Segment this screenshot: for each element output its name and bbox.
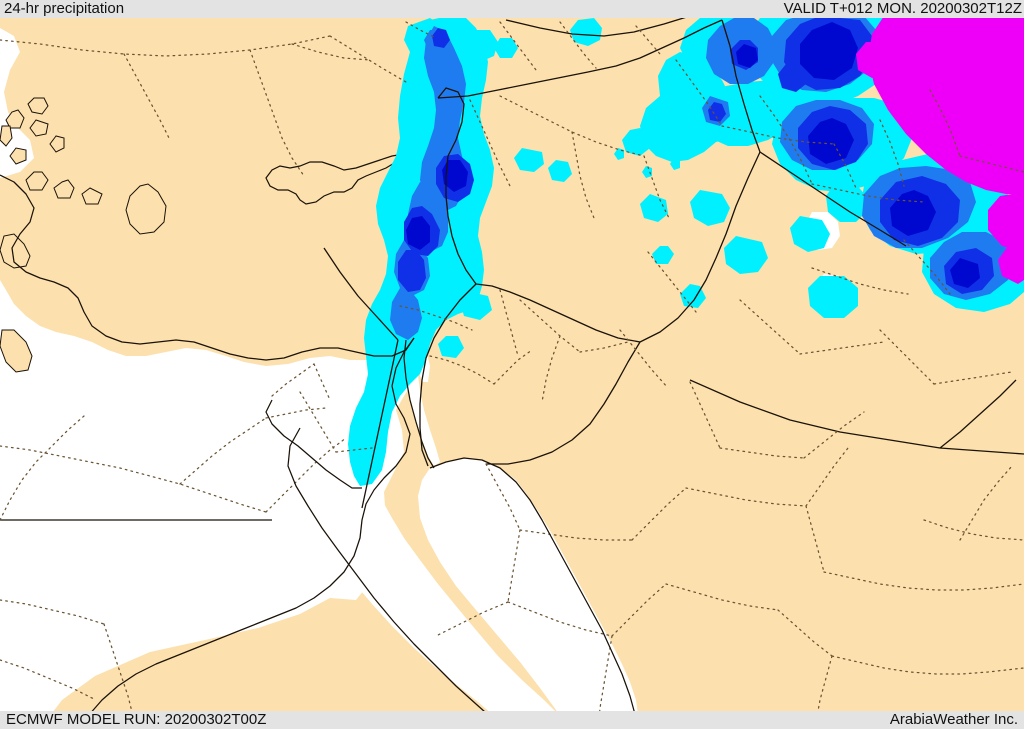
small-cyan-a (494, 38, 518, 58)
levant-core-2 (406, 216, 430, 250)
ne-cyan-blob11 (690, 190, 730, 226)
island-4 (49, 135, 65, 153)
ne-core-1 (800, 22, 858, 80)
small-cyan-d (514, 148, 544, 172)
bottom-banner-text-layer: ECMWF MODEL RUN: 20200302T00Z ArabiaWeat… (0, 711, 1024, 729)
magenta-lobe-s (988, 192, 1024, 252)
ne-core-3 (890, 190, 936, 236)
aegean-islands (0, 97, 167, 373)
levant-blue-4 (390, 288, 422, 340)
national-borders (0, 15, 1024, 521)
bottom-banner (0, 711, 1024, 729)
island-2 (5, 109, 25, 129)
island-8 (53, 179, 75, 199)
small-cyan-g (438, 336, 464, 358)
dot-cyan-3 (642, 166, 652, 178)
island-6 (9, 147, 27, 165)
mediterranean-sea (0, 175, 416, 729)
precip-darkblue-layer (406, 22, 980, 288)
levant-deep-3 (398, 250, 426, 292)
ne-core-4 (736, 44, 758, 68)
magenta-blob-a (940, 26, 982, 72)
cyprus-island (265, 153, 406, 205)
small-cyan-b (570, 18, 602, 46)
red-sea-south (418, 458, 640, 729)
ne-deep-6 (778, 64, 806, 92)
island-5 (0, 125, 13, 147)
dot-cyan-2 (670, 158, 680, 170)
credit-label: ArabiaWeather Inc. (889, 711, 1018, 728)
magenta-blob-c (998, 244, 1024, 284)
dot-cyan-7 (712, 128, 724, 142)
precip-magenta-layer (856, 16, 1024, 284)
island-rhodes (125, 183, 167, 235)
island-3 (29, 119, 49, 137)
page-title: 24-hr precipitation (4, 0, 125, 17)
valid-time-label: VALID T+012 MON. 20200302T12Z (783, 0, 1022, 17)
ne-cyan-blob9 (790, 216, 830, 252)
north-patch2-cyan (462, 30, 498, 62)
gulf-of-suez (266, 402, 362, 490)
red-sea (284, 428, 566, 729)
island-7 (25, 171, 49, 191)
ne-core-2 (808, 118, 854, 164)
dot-cyan-5 (652, 246, 674, 264)
ne-core-5 (950, 258, 980, 288)
levant-core-1 (442, 160, 468, 192)
levant-deep-4 (432, 28, 450, 48)
coastlines (0, 174, 639, 729)
island-crete-east (0, 329, 33, 373)
magenta-blob-d (948, 74, 976, 104)
admin-borders (0, 21, 1024, 729)
ne-cyan-blob12 (724, 236, 768, 274)
small-cyan-h (460, 292, 492, 320)
model-run-label: ECMWF MODEL RUN: 20200302T00Z (6, 711, 267, 728)
dot-cyan-1 (624, 136, 634, 148)
ne-deep-7 (708, 102, 726, 122)
top-banner (0, 0, 1024, 18)
ne-cyan-blob10 (808, 276, 858, 318)
bitter-lake (266, 398, 280, 410)
magenta-blob-b (856, 42, 890, 78)
cyprus (265, 153, 406, 205)
small-cyan-e (548, 160, 572, 182)
island-1 (27, 97, 49, 115)
island-9 (81, 187, 103, 205)
ne-cyan-blob8 (826, 182, 866, 222)
island-crete-west (0, 233, 31, 269)
top-banner-text-layer: 24-hr precipitation VALID T+012 MON. 202… (0, 0, 1024, 18)
